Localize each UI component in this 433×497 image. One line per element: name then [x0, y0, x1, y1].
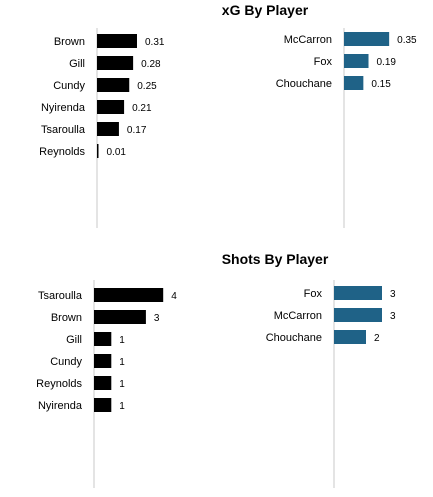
- bar: [97, 144, 99, 158]
- bar: [97, 78, 130, 92]
- category-label: Brown: [51, 312, 82, 324]
- category-label: Cundy: [50, 356, 82, 368]
- category-label: Reynolds: [36, 378, 82, 390]
- category-label: Gill: [69, 58, 85, 70]
- value-label: 1: [119, 357, 125, 368]
- category-label: Tsaroulla: [38, 290, 83, 302]
- value-label: 0.28: [141, 59, 161, 70]
- category-label: Gill: [66, 334, 82, 346]
- category-label: McCarron: [274, 310, 322, 322]
- bar: [334, 286, 382, 300]
- value-label: 0.15: [371, 79, 391, 90]
- value-label: 2: [374, 333, 380, 344]
- value-label: 0.01: [107, 147, 127, 158]
- bar: [344, 76, 364, 90]
- category-label: Fox: [314, 56, 333, 68]
- value-label: 1: [119, 335, 125, 346]
- bar: [94, 398, 112, 412]
- value-label: 3: [154, 313, 160, 324]
- category-label: Brown: [54, 36, 85, 48]
- value-label: 0.17: [127, 125, 147, 136]
- bar: [97, 34, 137, 48]
- bar: [97, 122, 119, 136]
- bar: [94, 354, 112, 368]
- bar: [94, 288, 164, 302]
- value-label: 1: [119, 401, 125, 412]
- bar: [334, 330, 366, 344]
- bar: [344, 32, 390, 46]
- category-label: Tsaroulla: [41, 124, 86, 136]
- value-label: 3: [390, 311, 396, 322]
- value-label: 0.19: [377, 57, 397, 68]
- bar: [344, 54, 369, 68]
- category-label: Chouchane: [266, 332, 322, 344]
- bar: [97, 56, 134, 70]
- category-label: Nyirenda: [38, 400, 83, 412]
- category-label: Nyirenda: [41, 102, 86, 114]
- bar: [94, 310, 146, 324]
- shots-chart-title: Shots By Player: [221, 251, 329, 267]
- xg-chart-title: xG By Player: [221, 2, 309, 18]
- bar: [97, 100, 125, 114]
- value-label: 3: [390, 289, 396, 300]
- value-label: 0.35: [397, 35, 417, 46]
- bar: [334, 308, 382, 322]
- bar: [94, 376, 112, 390]
- category-label: Cundy: [53, 80, 85, 92]
- value-label: 0.21: [132, 103, 152, 114]
- category-label: Reynolds: [39, 146, 85, 158]
- bar: [94, 332, 112, 346]
- category-label: Fox: [304, 288, 323, 300]
- value-label: 4: [171, 291, 177, 302]
- value-label: 0.25: [137, 81, 157, 92]
- category-label: Chouchane: [276, 78, 332, 90]
- category-label: McCarron: [284, 34, 332, 46]
- value-label: 1: [119, 379, 125, 390]
- value-label: 0.31: [145, 37, 165, 48]
